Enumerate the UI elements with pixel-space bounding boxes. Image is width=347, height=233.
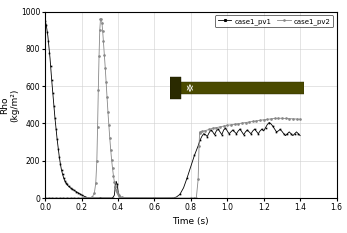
X-axis label: Time (s): Time (s) bbox=[172, 217, 209, 226]
case1_pv1 bbox=[296, 132, 301, 135]
case1_pv2 bbox=[76, 197, 80, 199]
Text: pv1: pv1 bbox=[195, 98, 205, 103]
Bar bbox=[170, 82, 304, 94]
FancyBboxPatch shape bbox=[170, 77, 180, 99]
case1_pv1 bbox=[46, 34, 50, 37]
case1_pv1 bbox=[51, 91, 55, 94]
case1_pv2 bbox=[108, 137, 112, 140]
Y-axis label: Rho
(kg/m²): Rho (kg/m²) bbox=[0, 88, 19, 122]
case1_pv2 bbox=[43, 197, 47, 199]
case1_pv1 bbox=[48, 51, 52, 54]
case1_pv1 bbox=[98, 197, 102, 199]
case1_pv1 bbox=[43, 20, 47, 22]
case1_pv1 bbox=[298, 134, 302, 137]
case1_pv2 bbox=[134, 197, 138, 199]
case1_pv1 bbox=[57, 152, 61, 155]
case1_pv1 bbox=[117, 194, 121, 197]
case1_pv2 bbox=[298, 118, 302, 121]
Line: case1_pv1: case1_pv1 bbox=[44, 20, 301, 199]
case1_pv2 bbox=[81, 197, 85, 199]
Legend: case1_pv1, case1_pv2: case1_pv1, case1_pv2 bbox=[215, 15, 333, 27]
case1_pv2 bbox=[269, 117, 273, 120]
Line: case1_pv2: case1_pv2 bbox=[44, 18, 302, 199]
case1_pv2 bbox=[99, 18, 103, 21]
case1_pv2 bbox=[94, 182, 98, 185]
Text: pv2: pv2 bbox=[195, 75, 205, 79]
case1_pv2 bbox=[118, 195, 122, 198]
